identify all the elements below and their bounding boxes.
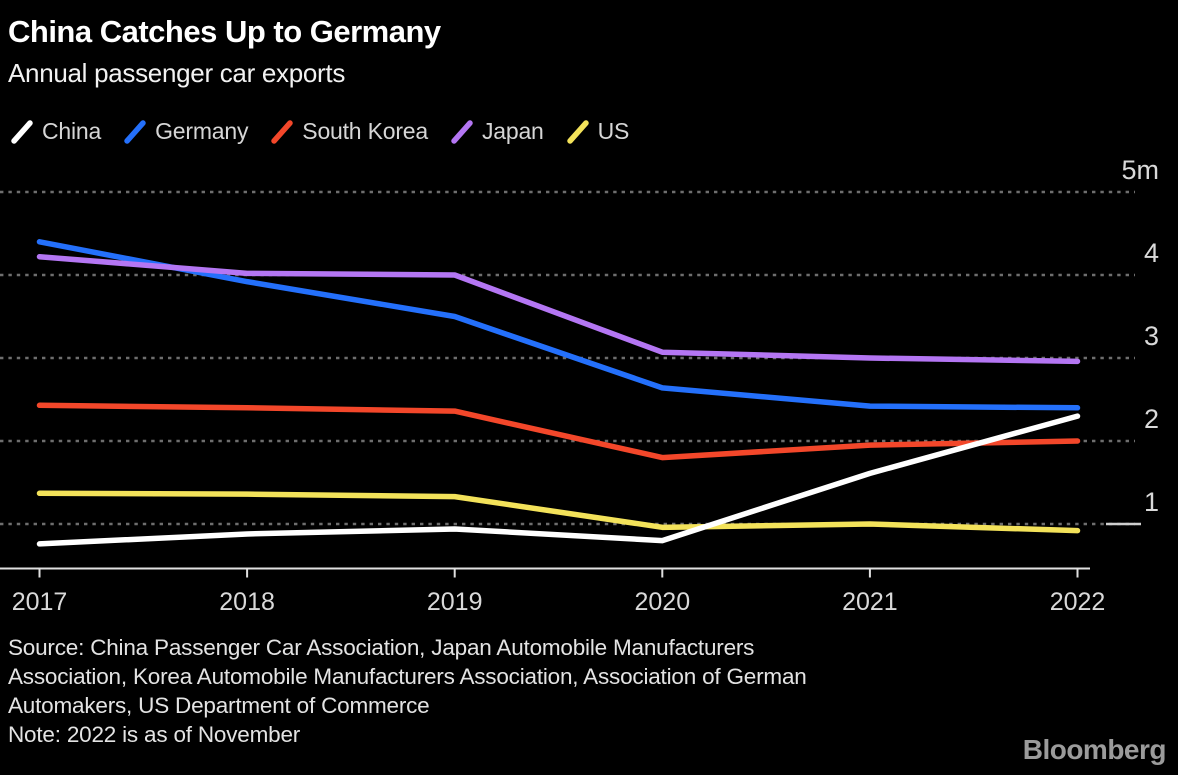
legend-item-germany: Germany <box>123 118 248 145</box>
y-axis-label-2: 2 <box>1144 404 1159 434</box>
legend-label: Germany <box>155 118 249 144</box>
x-axis-label-2021: 2021 <box>842 588 898 616</box>
legend-item-us: US <box>566 118 630 145</box>
legend-slash-icon <box>271 119 294 144</box>
source-line: Automakers, US Department of Commerce <box>8 693 430 718</box>
series-line-japan <box>36 253 1081 365</box>
y-axis-label-3: 3 <box>1144 321 1159 351</box>
legend-label: South Korea <box>302 118 428 144</box>
x-axis-label-2019: 2019 <box>427 588 483 616</box>
x-axis-label-2017: 2017 <box>12 588 68 616</box>
bloomberg-logo: Bloomberg <box>1022 734 1167 765</box>
legend-item-china: China <box>10 118 101 145</box>
y-axis-label-4: 4 <box>1144 238 1159 268</box>
legend-label: Japan <box>481 118 544 144</box>
series-line-south-korea <box>36 402 1081 461</box>
y-axis-label-5m: 5m <box>1121 155 1159 185</box>
y-axis-label-1: 1 <box>1144 487 1159 517</box>
legend-slash-icon <box>566 119 589 144</box>
x-axis-label-2020: 2020 <box>634 588 690 616</box>
chart-title: China Catches Up to Germany <box>8 14 441 49</box>
legend-slash-icon <box>124 119 146 144</box>
series-line-us <box>36 490 1081 534</box>
legend-item-japan: Japan <box>450 118 544 145</box>
legend-label: China <box>42 118 102 144</box>
legend-slash-icon <box>451 119 473 144</box>
legend-item-south-korea: South Korea <box>270 118 428 145</box>
legend: China Germany South Korea Japan US <box>10 118 629 145</box>
source-note: Source: China Passenger Car Association,… <box>8 633 807 749</box>
series-line-china <box>36 413 1081 547</box>
series-line-germany <box>36 239 1081 411</box>
legend-label: US <box>597 118 630 144</box>
x-axis-label-2022: 2022 <box>1050 588 1106 616</box>
chart-subtitle: Annual passenger car exports <box>8 58 346 88</box>
note-line: Note: 2022 is as of November <box>8 722 301 747</box>
source-line: Association, Korea Automobile Manufactur… <box>8 664 807 689</box>
x-axis-label-2018: 2018 <box>219 588 275 616</box>
source-line: Source: China Passenger Car Association,… <box>8 635 755 660</box>
legend-slash-icon <box>11 119 33 144</box>
